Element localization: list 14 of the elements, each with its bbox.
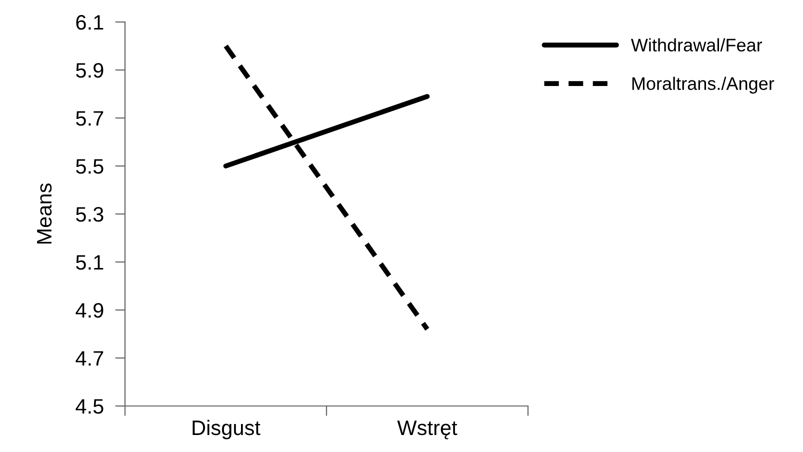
y-tick-label: 5.1 bbox=[76, 255, 104, 270]
x-tick-label: Disgust bbox=[192, 420, 260, 440]
y-tick-label: 4.5 bbox=[76, 399, 104, 414]
x-tick-label: Wstręt bbox=[397, 420, 458, 440]
legend-label: Withdrawal/Fear bbox=[630, 38, 762, 52]
y-tick-label: 5.9 bbox=[76, 63, 104, 78]
y-tick-label: 4.9 bbox=[76, 303, 104, 318]
y-tick-label: 5.7 bbox=[76, 111, 104, 126]
y-axis-title: Means bbox=[37, 183, 52, 244]
y-tick-label: 5.5 bbox=[76, 159, 104, 174]
legend-label: Moraltrans./Anger bbox=[632, 76, 774, 94]
y-tick-label: 6.1 bbox=[76, 15, 104, 30]
y-tick-label: 5.3 bbox=[76, 207, 104, 222]
y-tick-label: 4.7 bbox=[76, 351, 104, 366]
